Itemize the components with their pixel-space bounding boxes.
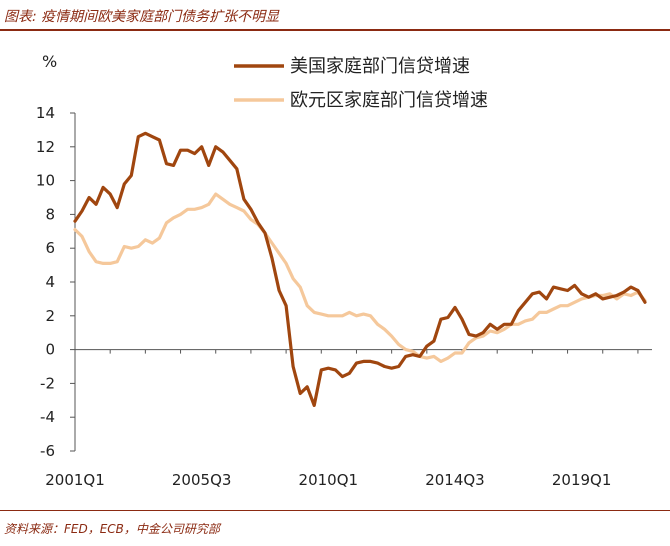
y-tick-label: 8 xyxy=(45,205,55,223)
y-tick-label: 0 xyxy=(45,341,55,359)
series-layer xyxy=(73,131,647,407)
y-tick-label: -6 xyxy=(40,442,55,460)
y-tick-label: 6 xyxy=(45,239,55,257)
y-tick-label: 10 xyxy=(36,172,55,190)
x-tick-label: 2001Q1 xyxy=(45,471,105,489)
x-tick-label: 2010Q1 xyxy=(299,471,359,489)
y-tick-label: -4 xyxy=(40,408,55,426)
legend-label-eu: 欧元区家庭部门信贷增速 xyxy=(290,90,488,111)
series-line-eu xyxy=(73,192,647,363)
y-tick-label: 12 xyxy=(36,138,55,156)
source-divider xyxy=(0,510,670,511)
x-tick-label: 2019Q1 xyxy=(552,471,612,489)
y-tick-label: 4 xyxy=(45,273,55,291)
series-line-us xyxy=(73,131,647,407)
source-note: 资料来源：FED，ECB，中金公司研究部 xyxy=(4,522,220,536)
chart-axes: -6 -4 -2 0 2 4 6 8 10 12 14 2001Q1 2005Q3 2010Q1 2014Q… xyxy=(36,104,652,489)
y-tick-label: -2 xyxy=(40,374,55,392)
chart-title: 图表: 疫情期间欧美家庭部门债务扩张不明显 xyxy=(4,9,280,25)
title-divider xyxy=(0,29,670,31)
legend-label-us: 美国家庭部门信贷增速 xyxy=(290,56,470,77)
chart-legend: 美国家庭部门信贷增速 欧元区家庭部门信贷增速 xyxy=(234,56,488,111)
y-unit-label: % xyxy=(42,52,57,71)
x-tick-label: 2005Q3 xyxy=(172,471,232,489)
y-tick-label: 2 xyxy=(45,307,55,325)
x-tick-label: 2014Q3 xyxy=(425,471,485,489)
y-tick-label: 14 xyxy=(36,104,55,122)
